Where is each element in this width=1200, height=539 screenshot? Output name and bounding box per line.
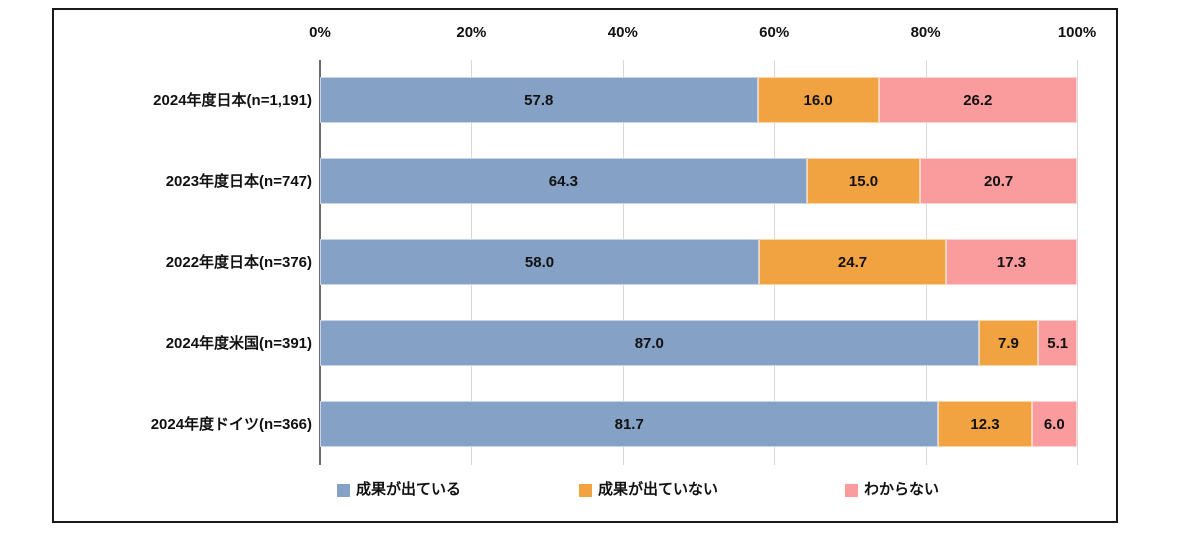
bar-stack: 81.7 12.3 6.0 bbox=[320, 401, 1077, 447]
bar-segment-series-0: 57.8 bbox=[320, 77, 758, 123]
legend-label: わからない bbox=[864, 481, 940, 498]
bar-row: 64.3 15.0 20.7 bbox=[320, 141, 1077, 222]
segment-value-label: 57.8 bbox=[524, 91, 554, 109]
bar-segment-series-1: 7.9 bbox=[978, 320, 1039, 366]
bar-stack: 64.3 15.0 20.7 bbox=[320, 158, 1077, 204]
x-tick-label: 20% bbox=[456, 24, 487, 41]
bar-segment-series-0: 87.0 bbox=[320, 320, 979, 366]
x-tick-label: 40% bbox=[607, 24, 638, 41]
bar-row: 81.7 12.3 6.0 bbox=[320, 384, 1077, 465]
segment-value-label: 12.3 bbox=[970, 415, 1000, 433]
legend-swatch-icon bbox=[845, 483, 858, 497]
legend-swatch-icon bbox=[337, 483, 350, 497]
x-tick-label: 80% bbox=[910, 24, 941, 41]
bar-segment-series-2: 5.1 bbox=[1038, 320, 1077, 366]
x-tick-label: 60% bbox=[759, 24, 790, 41]
category-label: 2022年度日本(n=376) bbox=[165, 253, 312, 271]
bar-stack: 87.0 7.9 5.1 bbox=[320, 320, 1077, 366]
bar-stack: 57.8 16.0 26.2 bbox=[320, 77, 1077, 123]
bar-row: 58.0 24.7 17.3 bbox=[320, 222, 1077, 303]
bar-segment-series-1: 24.7 bbox=[759, 239, 947, 285]
legend-label: 成果が出ていない bbox=[598, 481, 719, 498]
segment-value-label: 16.0 bbox=[803, 91, 833, 109]
legend-item: 成果が出ている bbox=[337, 480, 461, 500]
segment-value-label: 6.0 bbox=[1043, 415, 1065, 433]
bar-segment-series-1: 15.0 bbox=[806, 158, 921, 204]
bar-segment-series-1: 12.3 bbox=[938, 401, 1032, 447]
bar-segment-series-2: 17.3 bbox=[946, 239, 1077, 285]
legend-item: 成果が出ていない bbox=[579, 480, 718, 500]
bar-segment-series-0: 81.7 bbox=[320, 401, 939, 447]
gridline bbox=[1077, 60, 1078, 465]
plot-area: 57.8 16.0 26.2 64.3 15.0 20.7 58.0 24.7 17.3 87.0… bbox=[319, 60, 1078, 465]
chart-frame: 0% 20% 40% 60% 80% 100% 57.8 16.0 26.2 64.3 15.0 2… bbox=[52, 8, 1118, 523]
segment-value-label: 20.7 bbox=[984, 172, 1014, 190]
bar-segment-series-0: 58.0 bbox=[320, 239, 760, 285]
segment-value-label: 24.7 bbox=[837, 253, 868, 271]
category-label: 2024年度米国(n=391) bbox=[165, 334, 312, 352]
segment-value-label: 15.0 bbox=[848, 172, 879, 190]
bar-row: 57.8 16.0 26.2 bbox=[320, 60, 1077, 141]
segment-value-label: 64.3 bbox=[548, 172, 578, 190]
bar-segment-series-0: 64.3 bbox=[320, 158, 807, 204]
x-tick-label: 0% bbox=[309, 24, 331, 41]
x-tick-label: 100% bbox=[1057, 24, 1097, 41]
bar-segment-series-2: 6.0 bbox=[1031, 401, 1077, 447]
legend-label: 成果が出ている bbox=[356, 481, 462, 498]
legend-item: わからない bbox=[845, 480, 939, 500]
segment-value-label: 87.0 bbox=[634, 334, 664, 352]
segment-value-label: 7.9 bbox=[998, 334, 1019, 352]
segment-value-label: 26.2 bbox=[963, 91, 993, 109]
bar-row: 87.0 7.9 5.1 bbox=[320, 303, 1077, 384]
bar-stack: 58.0 24.7 17.3 bbox=[320, 239, 1077, 285]
segment-value-label: 17.3 bbox=[996, 253, 1027, 271]
category-label: 2023年度日本(n=747) bbox=[165, 172, 312, 190]
legend-swatch-icon bbox=[579, 483, 592, 497]
category-label: 2024年度ドイツ(n=366) bbox=[150, 415, 312, 433]
segment-value-label: 58.0 bbox=[524, 253, 555, 271]
bar-segment-series-2: 20.7 bbox=[920, 158, 1077, 204]
bar-segment-series-2: 26.2 bbox=[878, 77, 1077, 123]
category-label: 2024年度日本(n=1,191) bbox=[153, 91, 312, 109]
bar-segment-series-1: 16.0 bbox=[757, 77, 879, 123]
segment-value-label: 81.7 bbox=[614, 415, 644, 433]
segment-value-label: 5.1 bbox=[1047, 334, 1069, 352]
